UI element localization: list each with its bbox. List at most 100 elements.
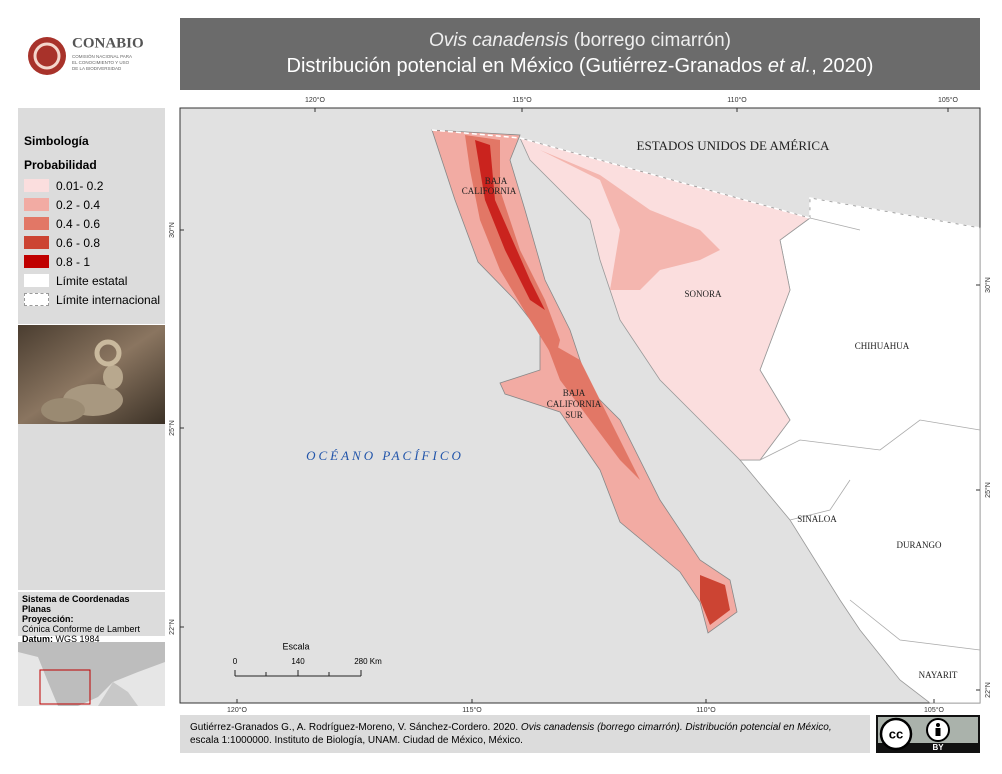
projection-label: Proyección:	[22, 614, 74, 624]
state-label: CALIFORNIA	[547, 399, 602, 409]
legend-item: 0.8 - 1	[18, 252, 165, 271]
graticule-label: 25°N	[168, 420, 176, 436]
map-labels: ESTADOS UNIDOS DE AMÉRICA BAJA CALIFORNI…	[306, 138, 958, 680]
inset-land	[18, 642, 165, 706]
ram-horn	[94, 339, 122, 367]
graticule-label: 115°O	[462, 706, 482, 714]
legend: Simbología Probabilidad 0.01- 0.2 0.2 - 0…	[18, 108, 165, 324]
graticule-label: 110°O	[727, 96, 747, 104]
legend-label: 0.2 - 0.4	[56, 197, 101, 212]
logo-emblem-ring	[33, 42, 61, 70]
legend-item: Límite internacional	[18, 290, 165, 309]
title-banner: Ovis canadensis (borrego cimarrón) Distr…	[180, 18, 980, 90]
projection-info: Sistema de Coordenadas Planas Proyección…	[18, 592, 165, 644]
logo-tagline: DE LA BIODIVERSIDAD	[72, 66, 122, 71]
datum: WGS 1984	[55, 634, 100, 644]
ram-body	[41, 398, 85, 422]
legend-label: 0.8 - 1	[56, 254, 91, 269]
legend-item: 0.4 - 0.6	[18, 214, 165, 233]
high-probability	[465, 135, 560, 360]
legend-items: 0.01- 0.2 0.2 - 0.4 0.4 - 0.6 0.6 - 0.8 0.8 …	[18, 176, 165, 309]
legend-item: 0.2 - 0.4	[18, 195, 165, 214]
logo-name: CONABIO	[72, 35, 144, 51]
citation-work: Ovis canadensis (borrego cimarrón). Dist…	[520, 722, 832, 733]
license-badge: cc BY	[876, 715, 980, 753]
graticule-label: 110°O	[696, 706, 716, 714]
legend-swatch	[24, 236, 49, 249]
state-label: SUR	[565, 410, 583, 420]
inset-extent	[39, 669, 91, 705]
legend-swatch	[24, 217, 49, 230]
subtitle-line: Distribución potencial en México (Gutiér…	[180, 55, 980, 78]
legend-item: Límite estatal	[18, 271, 165, 290]
scale-bar: Escala 0 140 280 Km	[233, 641, 382, 677]
legend-label: Límite internacional	[56, 292, 161, 307]
subtitle-italic: et al.	[767, 55, 812, 77]
cc-circle	[879, 717, 913, 751]
logo-tagline: EL CONOCIMIENTO Y USO	[72, 60, 130, 65]
species-name: Ovis canadensis	[428, 30, 569, 51]
scale-label: 0	[233, 657, 238, 666]
photo	[18, 325, 165, 424]
state-label: CHIHUAHUA	[855, 341, 910, 351]
by-icon-head	[936, 723, 940, 727]
legend-title: Simbología	[24, 134, 89, 148]
graticule-label: 22°N	[168, 619, 176, 635]
high-probability	[545, 340, 640, 480]
map-frame	[179, 107, 981, 704]
subtitle-end: , 2020)	[811, 55, 874, 77]
graticule-label: 120°O	[305, 96, 325, 104]
logo: CONABIO COMISIÓN NACIONAL PARA EL CONOCI…	[28, 35, 144, 75]
very-high-probability	[475, 140, 545, 310]
sonora-high	[540, 150, 720, 290]
legend-swatch	[24, 274, 49, 287]
projection: Cónica Conforme de Lambert	[22, 624, 141, 634]
citation-authors: Gutiérrez-Granados G., A. Rodríguez-More…	[190, 722, 519, 733]
legend-swatch	[24, 198, 49, 211]
graticule-label: 105°O	[924, 706, 944, 714]
legend-item: 0.6 - 0.8	[18, 233, 165, 252]
datum-label: Datum:	[22, 634, 53, 644]
graticule: 120°O 115°O 110°O 105°O 120°O 115°O 110°O 105°O…	[168, 96, 992, 714]
high-probability	[700, 575, 730, 625]
legend-swatch	[24, 255, 49, 268]
state-boundary	[759, 217, 981, 651]
legend-swatch	[24, 293, 49, 306]
citation: Gutiérrez-Granados G., A. Rodríguez-More…	[180, 715, 870, 753]
scale-label: 280 Km	[354, 657, 382, 666]
common-name: (borrego cimarrón)	[573, 30, 731, 51]
state-label: BAJA	[563, 388, 586, 398]
scale-title: Escala	[282, 641, 309, 651]
graticule-label: 105°O	[938, 96, 958, 104]
scale-line	[234, 670, 362, 677]
sonora	[519, 137, 811, 461]
graticule-label: 30°N	[168, 222, 176, 238]
scale-label: 140	[291, 657, 305, 666]
state-label: BAJA	[485, 176, 508, 186]
by-icon-body	[935, 728, 941, 736]
graticule-label: 25°N	[984, 482, 992, 498]
inset-map	[18, 642, 165, 706]
title-line: Ovis canadensis (borrego cimarrón)	[180, 30, 980, 52]
by-label: BY	[932, 743, 944, 752]
subtitle: Distribución potencial en México (Gutiér…	[286, 55, 763, 77]
legend-label: 0.01- 0.2	[56, 178, 104, 193]
cc-mark: cc	[889, 726, 903, 741]
inset-land	[98, 682, 138, 706]
legend-label: 0.6 - 0.8	[56, 235, 101, 250]
state-label: SINALOA	[797, 514, 837, 524]
peninsula	[431, 129, 738, 634]
graticule-label: 22°N	[984, 682, 992, 698]
legend-label: 0.4 - 0.6	[56, 216, 101, 231]
mainland	[739, 197, 981, 704]
logo-tagline: COMISIÓN NACIONAL PARA	[72, 53, 132, 59]
state-label: DURANGO	[897, 540, 943, 550]
graticule-label: 30°N	[984, 277, 992, 293]
citation-rest: escala 1:1000000. Instituto de Biología,…	[190, 735, 523, 746]
country-label: ESTADOS UNIDOS DE AMÉRICA	[637, 138, 830, 153]
state-label: CALIFORNIA	[462, 186, 517, 196]
state-label: NAYARIT	[919, 670, 958, 680]
ram-head	[103, 365, 123, 389]
legend-label: Límite estatal	[56, 273, 128, 288]
graticule-label: 120°O	[227, 706, 247, 714]
